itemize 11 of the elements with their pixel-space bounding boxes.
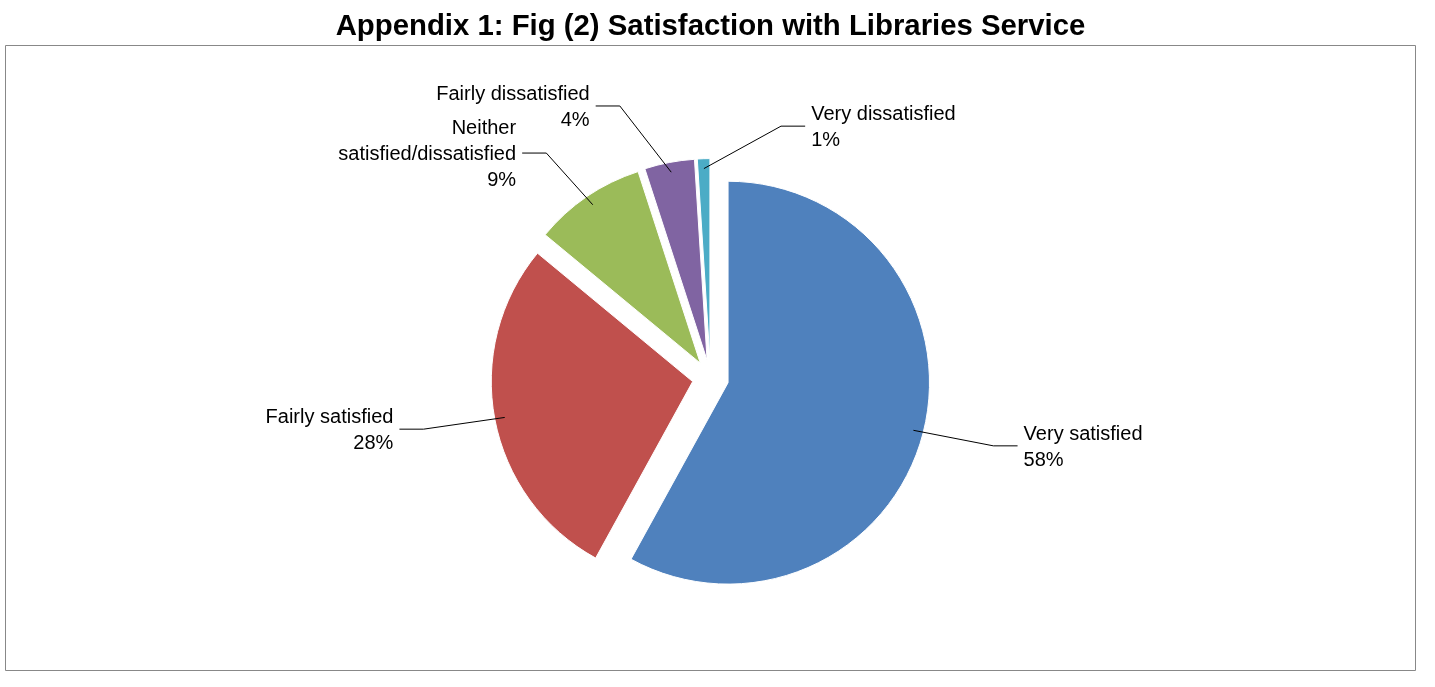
slice-label: Neither satisfied/dissatisfied xyxy=(338,115,517,165)
data-label: 4% xyxy=(560,108,590,131)
chart-title: Appendix 1: Fig (2) Satisfaction with Libraries Service xyxy=(335,7,1086,41)
data-label: 1% xyxy=(811,128,841,151)
slice-label: Fairly dissatisfied xyxy=(436,81,590,104)
data-label: 28% xyxy=(353,431,394,454)
data-label: 58% xyxy=(1023,448,1064,471)
slice-label: Very dissatisfied xyxy=(811,101,956,124)
slice-label: Fairly satisfied xyxy=(265,404,394,427)
data-label: 9% xyxy=(487,168,517,191)
slice-label: Very satisfied xyxy=(1023,421,1143,444)
